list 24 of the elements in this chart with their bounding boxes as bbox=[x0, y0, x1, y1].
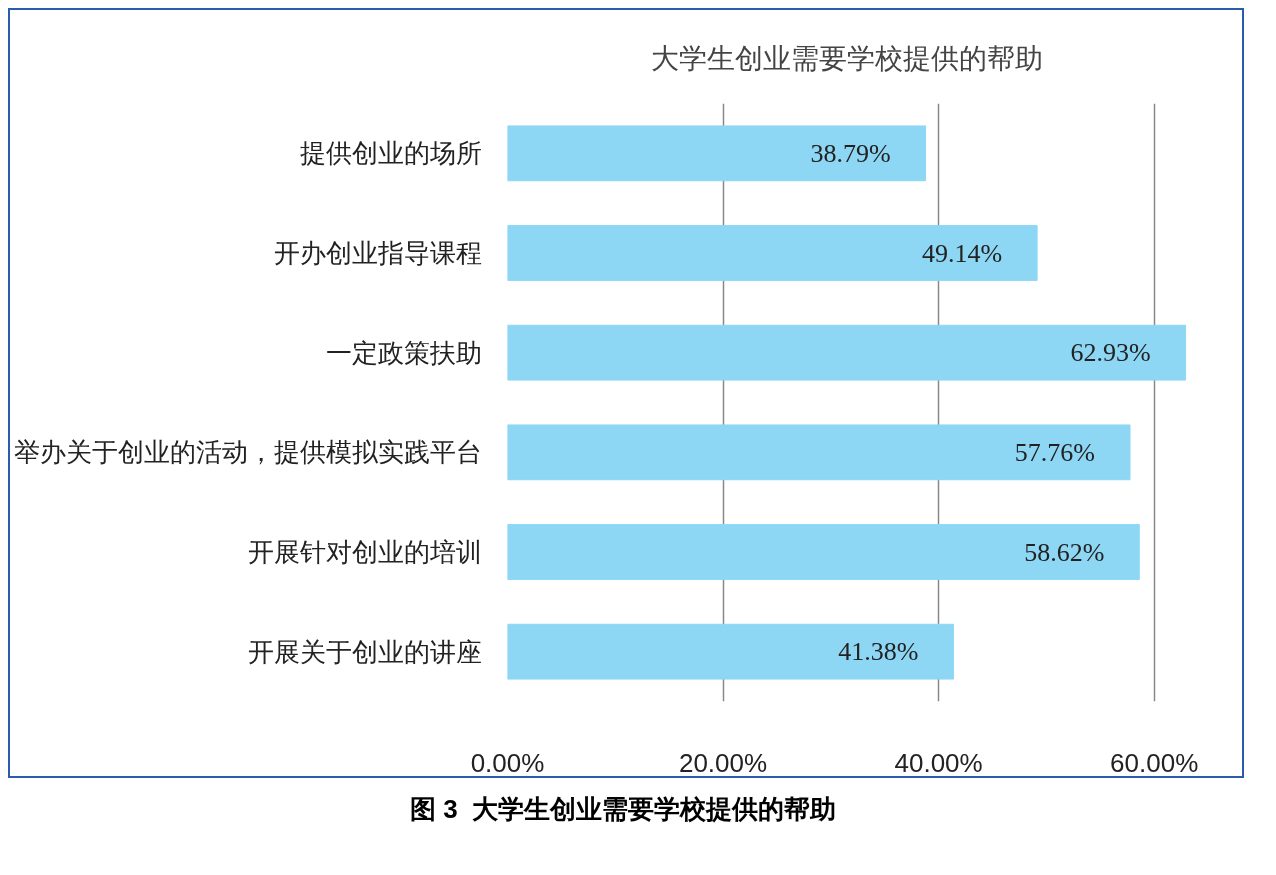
y-tick-label: 提供创业的场所 bbox=[299, 138, 482, 169]
data-label: 57.76% bbox=[1014, 437, 1096, 467]
x-tick-label: 60.00% bbox=[1110, 747, 1199, 778]
x-tick-label: 20.00% bbox=[678, 747, 768, 778]
data-label: 41.38% bbox=[838, 637, 919, 667]
data-label: 58.62% bbox=[1024, 537, 1105, 567]
y-tick-label: 开展针对创业的培训 bbox=[247, 537, 482, 567]
caption: 图 3 大学生创业需要学校提供的帮助 bbox=[409, 793, 837, 826]
data-label: 49.14% bbox=[921, 238, 1003, 268]
bar bbox=[507, 125, 927, 182]
y-tick-label: 一定政策扶助 bbox=[325, 337, 482, 368]
y-tick-label: 开展关于创业的讲座 bbox=[247, 636, 482, 667]
chart-title: 大学生创业需要学校提供的帮助 bbox=[651, 42, 1043, 74]
x-tick-label: 40.00% bbox=[894, 747, 983, 778]
bar bbox=[507, 424, 1131, 481]
data-label: 38.79% bbox=[810, 138, 891, 168]
bar bbox=[507, 225, 1038, 281]
bar bbox=[507, 324, 1187, 381]
y-tick-label: 开办创业指导课程 bbox=[273, 238, 482, 268]
bar bbox=[507, 623, 954, 680]
y-tick-label: 举办关于创业的活动，提供模拟实践平台 bbox=[13, 437, 482, 468]
bar bbox=[507, 524, 1140, 580]
x-tick-label: 0.00% bbox=[470, 747, 545, 778]
data-label: 62.93% bbox=[1070, 338, 1151, 368]
